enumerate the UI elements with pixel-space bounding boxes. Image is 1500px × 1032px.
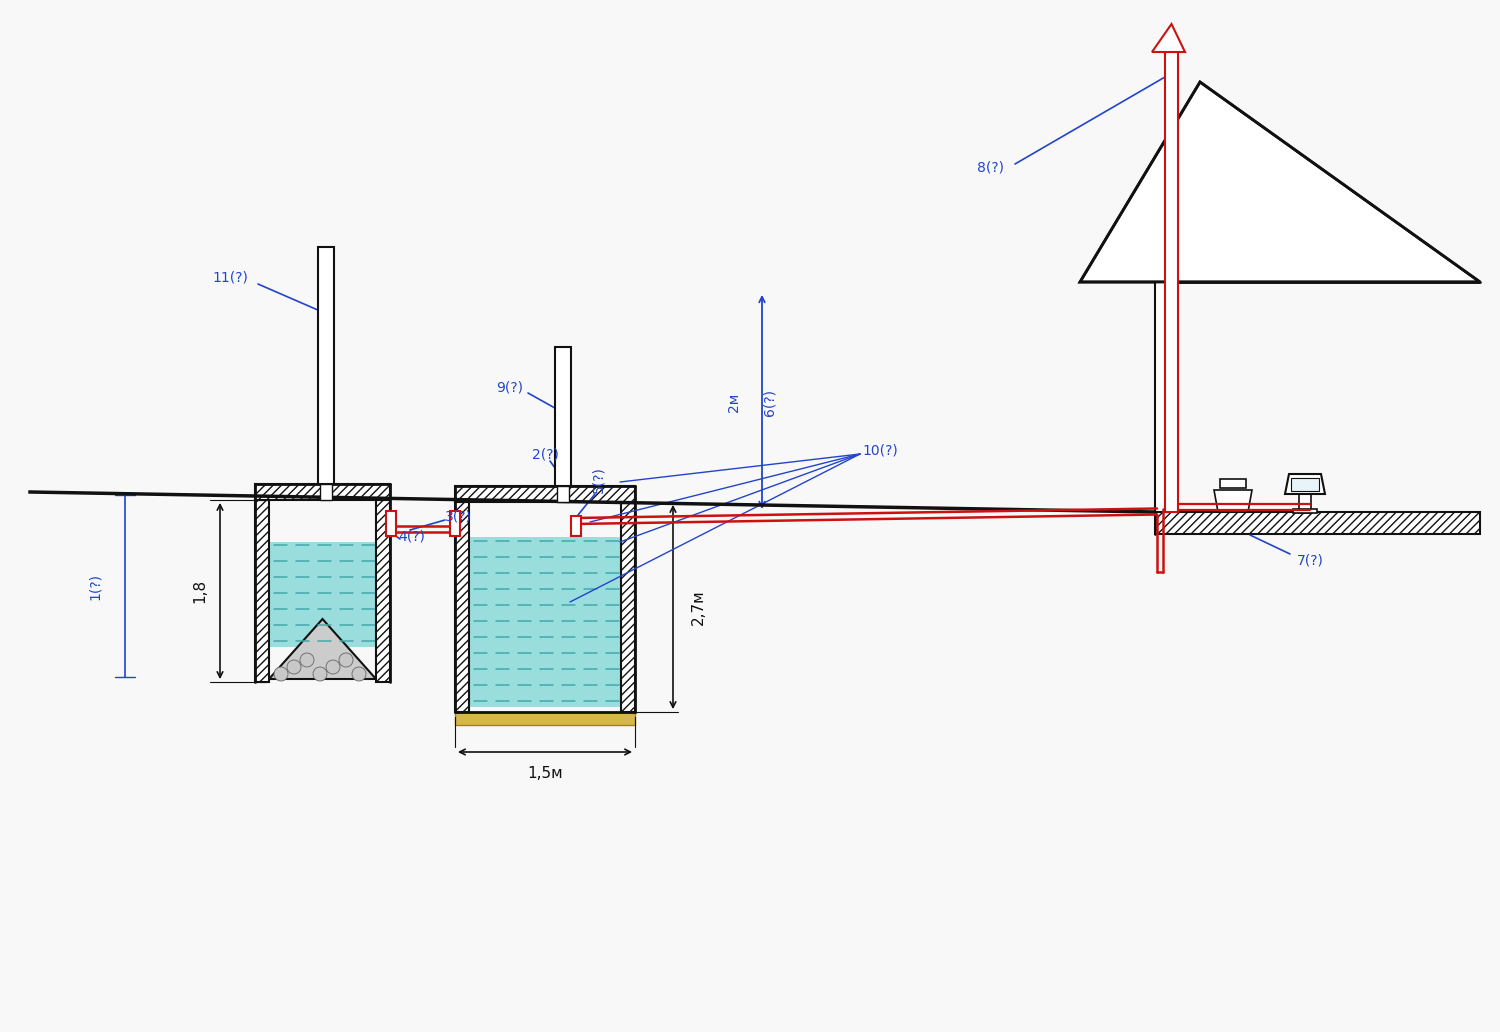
- Text: 9(?): 9(?): [496, 380, 523, 394]
- Bar: [268, 542, 376, 647]
- Text: 6(?): 6(?): [762, 388, 776, 416]
- Text: 4(?): 4(?): [399, 530, 426, 544]
- Polygon shape: [1080, 82, 1480, 282]
- Text: 11(?): 11(?): [211, 270, 248, 284]
- Text: 3(?): 3(?): [444, 510, 471, 524]
- Circle shape: [300, 653, 313, 667]
- Bar: [572, 516, 580, 536]
- Bar: [454, 502, 470, 712]
- Text: 2,7м: 2,7м: [690, 589, 705, 624]
- Bar: [1293, 509, 1317, 513]
- Bar: [450, 511, 460, 536]
- Text: 2(?): 2(?): [531, 447, 558, 461]
- Bar: [1292, 478, 1318, 491]
- Bar: [1166, 52, 1178, 512]
- Bar: [255, 499, 268, 682]
- Polygon shape: [1286, 474, 1324, 494]
- Text: 1(?): 1(?): [88, 573, 102, 600]
- Text: 5(?): 5(?): [591, 466, 604, 493]
- Bar: [376, 499, 390, 682]
- Text: 10(?): 10(?): [862, 443, 898, 457]
- Bar: [454, 712, 634, 725]
- Bar: [386, 511, 396, 536]
- Text: 1,5м: 1,5м: [526, 767, 562, 781]
- Bar: [318, 247, 334, 484]
- Circle shape: [352, 667, 366, 681]
- Bar: [255, 484, 390, 499]
- Bar: [555, 347, 572, 486]
- Bar: [454, 486, 634, 502]
- Bar: [1220, 479, 1246, 488]
- Bar: [1155, 282, 1170, 512]
- Bar: [470, 537, 621, 707]
- Bar: [320, 484, 332, 499]
- Bar: [556, 486, 568, 502]
- Polygon shape: [1214, 490, 1252, 512]
- Circle shape: [274, 667, 288, 681]
- Circle shape: [326, 660, 340, 674]
- Bar: [1299, 493, 1311, 513]
- Circle shape: [339, 653, 352, 667]
- Circle shape: [286, 660, 302, 674]
- Circle shape: [314, 667, 327, 681]
- Text: 8(?): 8(?): [976, 160, 1004, 174]
- Polygon shape: [1152, 24, 1185, 52]
- Bar: [1155, 512, 1480, 534]
- Bar: [621, 502, 634, 712]
- Text: 7(?): 7(?): [1296, 553, 1323, 567]
- Text: 2м: 2м: [728, 392, 741, 412]
- Text: 1,8: 1,8: [192, 579, 207, 603]
- Polygon shape: [268, 619, 376, 679]
